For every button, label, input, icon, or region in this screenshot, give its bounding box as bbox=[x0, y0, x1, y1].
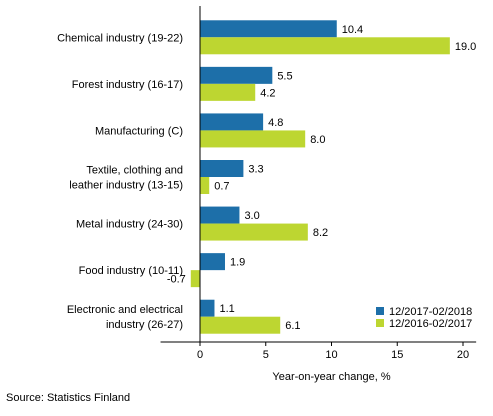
bar-series-1 bbox=[200, 299, 215, 317]
category-label-line: Textile, clothing and bbox=[86, 165, 183, 177]
category-labels: Chemical industry (19-22) Forest industry… bbox=[57, 32, 183, 331]
bar-series-2 bbox=[200, 177, 210, 194]
category-label-line: industry (26-27) bbox=[106, 319, 183, 331]
bar-series-2 bbox=[200, 37, 450, 55]
category-label-line: Metal industry (24-30) bbox=[76, 219, 183, 231]
category-label: Manufacturing (C) bbox=[95, 125, 183, 137]
source-note: Source: Statistics Finland bbox=[6, 392, 131, 404]
category-label: Metal industry (24-30) bbox=[76, 219, 183, 231]
bar-series-2 bbox=[200, 316, 281, 334]
data-label: 0.7 bbox=[214, 181, 229, 193]
bar-series-2 bbox=[200, 130, 306, 148]
legend-label: 12/2017-02/2018 bbox=[389, 306, 472, 318]
x-tick-label: 0 bbox=[197, 349, 203, 361]
x-axis-label: Year-on-year change, % bbox=[272, 371, 390, 383]
legend-swatch bbox=[376, 319, 384, 327]
data-label: 19.0 bbox=[455, 41, 476, 53]
data-label: 10.4 bbox=[342, 24, 363, 36]
data-label: -0.7 bbox=[167, 274, 186, 286]
bar-series-1 bbox=[200, 66, 273, 84]
data-label: 4.8 bbox=[268, 117, 283, 129]
x-tick-label: 15 bbox=[391, 349, 403, 361]
category-label: Electronic and electrical industry (26-27… bbox=[67, 304, 183, 331]
data-label: 8.0 bbox=[310, 134, 325, 146]
axes: 0 5 10 15 20 bbox=[160, 6, 477, 361]
x-tick-label: 5 bbox=[263, 349, 269, 361]
data-label: 4.2 bbox=[260, 87, 275, 99]
bar-series-1 bbox=[200, 113, 264, 131]
bars bbox=[190, 20, 450, 334]
bar-series-1 bbox=[200, 253, 225, 271]
category-label: Food industry (10-11) bbox=[79, 265, 183, 277]
category-label: Textile, clothing and leather industry (1… bbox=[69, 165, 183, 192]
value-labels: 10.4 19.0 5.54.2 4.8 8.0 3.3 0.7 3.0 8.2 1.9 -0.7 1… bbox=[167, 24, 476, 332]
data-label: 6.1 bbox=[285, 320, 300, 332]
x-tick-label: 20 bbox=[457, 349, 469, 361]
category-label-line: Electronic and electrical bbox=[67, 304, 183, 316]
category-label-line: Food industry (10-11) bbox=[79, 265, 183, 277]
data-label: 1.9 bbox=[230, 257, 245, 269]
category-label: Forest industry (16-17) bbox=[72, 79, 183, 91]
data-label: 3.0 bbox=[244, 210, 259, 222]
data-label: 8.2 bbox=[313, 227, 328, 239]
category-label-line: Chemical industry (19-22) bbox=[57, 32, 183, 44]
legend-swatch bbox=[376, 307, 384, 315]
category-label-line: leather industry (13-15) bbox=[69, 180, 183, 192]
category-label-line: Forest industry (16-17) bbox=[72, 79, 183, 91]
bar-series-2 bbox=[190, 270, 200, 288]
data-label: 1.1 bbox=[219, 303, 234, 315]
data-label: 3.3 bbox=[248, 164, 263, 176]
bar-series-1 bbox=[200, 206, 240, 224]
legend-label: 12/2016-02/2017 bbox=[389, 318, 472, 330]
bar-series-1 bbox=[200, 160, 244, 177]
category-label-line: Manufacturing (C) bbox=[95, 125, 183, 137]
bar-series-2 bbox=[200, 83, 256, 101]
bar-series-1 bbox=[200, 20, 337, 38]
x-tick-label: 10 bbox=[325, 349, 337, 361]
data-label: 5.5 bbox=[277, 70, 292, 82]
bar-series-2 bbox=[200, 223, 308, 241]
category-label: Chemical industry (19-22) bbox=[57, 32, 183, 44]
